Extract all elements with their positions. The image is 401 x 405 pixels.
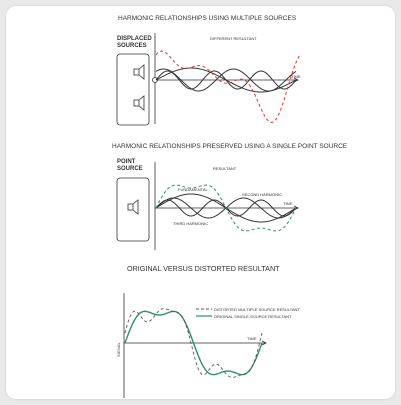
panel1-resultant-wave bbox=[155, 50, 301, 123]
panel1-side-label-1: DISPLACED bbox=[117, 36, 152, 42]
panel1-third-harmonic-wave bbox=[155, 70, 297, 90]
panel2-title: HARMONIC RELATIONSHIPS PRESERVED USING A… bbox=[112, 143, 348, 150]
panel2-side-label-1: POINT bbox=[117, 159, 136, 165]
diagram-card bbox=[6, 6, 395, 399]
panel1-second-harmonic-wave bbox=[155, 68, 297, 92]
legend-original-label: ORIGINAL SINGLE-SOURCE RESULTANT bbox=[214, 314, 292, 319]
panel2-second-harmonic-label: SECOND HARMONIC bbox=[242, 192, 282, 197]
panel2-fundamental-label: FUNDAMENTAL bbox=[178, 187, 208, 192]
speaker-cabinet-1 bbox=[116, 53, 150, 126]
panel1-time-label: TIME bbox=[291, 74, 301, 79]
panel2-time-label: TIME bbox=[283, 201, 293, 206]
panel3-distorted-resultant-wave bbox=[124, 308, 263, 378]
panel3-time-label: TIME bbox=[247, 336, 257, 341]
panel3-original-resultant-wave bbox=[124, 310, 263, 376]
panel2-resultant-label: RESULTANT bbox=[213, 166, 237, 171]
panel1-resultant-label: DIFFERENT RESULTANT bbox=[210, 36, 257, 41]
speaker-icon-lower bbox=[133, 95, 145, 111]
panel1-side-label-2: SOURCES bbox=[117, 43, 147, 49]
panel1-origin-icon bbox=[152, 77, 158, 83]
panel2-side-label-2: SOURCE bbox=[117, 166, 143, 172]
speaker-icon-single bbox=[127, 199, 139, 215]
panel3-signal-label: SIGNAL bbox=[116, 342, 121, 357]
legend-distorted-label: DISTORTED MULTIPLE SOURCE RESULTANT bbox=[214, 307, 300, 312]
panel3-arrow-icon bbox=[261, 340, 267, 346]
panel1-title: HARMONIC RELATIONSHIPS USING MULTIPLE SO… bbox=[118, 15, 297, 22]
panel2-resultant-wave bbox=[155, 184, 297, 232]
panel2-third-harmonic-label: THIRD HARMONIC bbox=[173, 221, 208, 226]
speaker-icon-upper bbox=[133, 64, 145, 80]
speaker-cabinet-2 bbox=[116, 177, 150, 242]
panel3-title: ORIGINAL VERSUS DISTORTED RESULTANT bbox=[127, 264, 280, 273]
